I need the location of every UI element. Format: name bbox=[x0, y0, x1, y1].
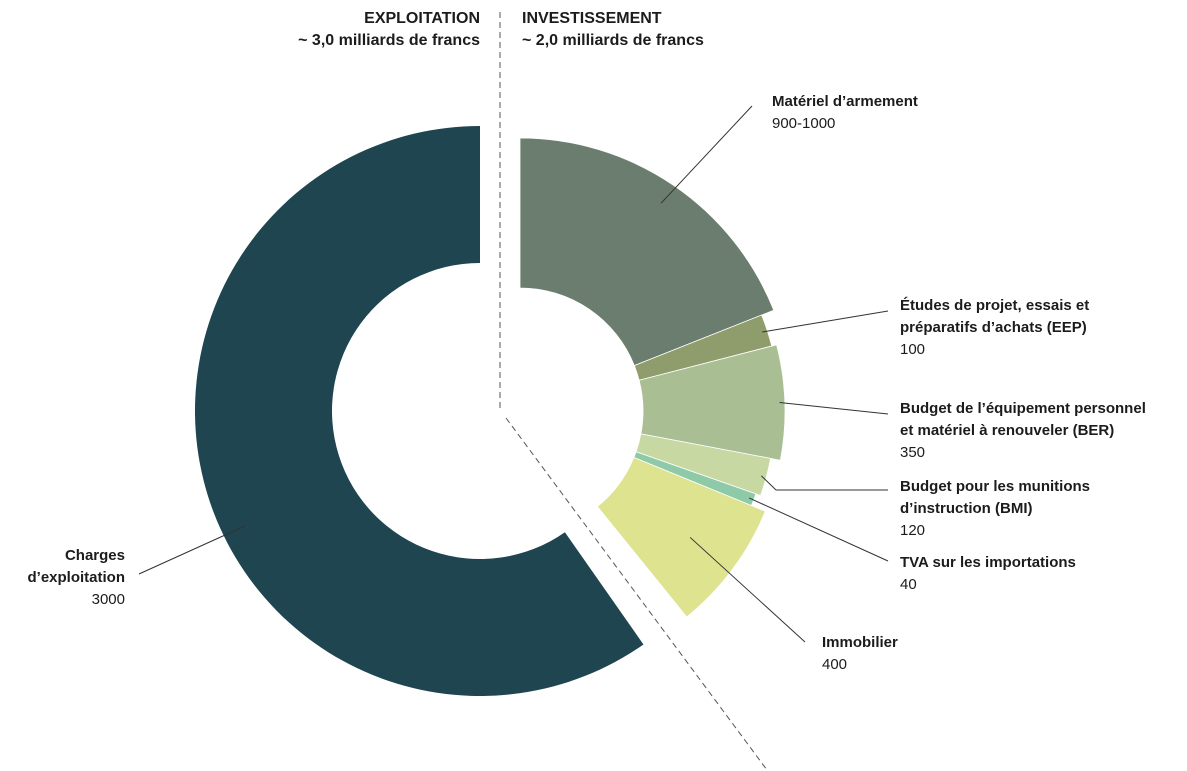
label-name: TVA sur les importations bbox=[900, 554, 1076, 571]
investissement-total: ~ 2,0 milliards de francs bbox=[522, 32, 704, 49]
label-value: 3000 bbox=[91, 591, 125, 608]
investissement-title: INVESTISSEMENT bbox=[522, 10, 662, 27]
label-name: préparatifs d’achats (EEP) bbox=[900, 319, 1087, 336]
label-name: Charges bbox=[64, 547, 125, 564]
slice-ber bbox=[638, 344, 786, 461]
leader-line-bmi-a bbox=[761, 475, 777, 491]
label-value: 350 bbox=[900, 444, 926, 461]
label-materiel-armement: Matériel d’armement 900-1000 bbox=[772, 91, 918, 135]
leader-line-immobilier bbox=[689, 537, 806, 643]
slice-charges-exploitation bbox=[194, 126, 644, 696]
leader-line-eep bbox=[762, 310, 889, 333]
leader-line-charges-exploitation bbox=[138, 525, 246, 575]
label-value: 40 bbox=[900, 576, 917, 593]
slice-immobilier bbox=[596, 457, 766, 618]
label-value: 900-1000 bbox=[772, 115, 836, 132]
label-eep: Études de projet, essais et préparatifs … bbox=[900, 295, 1089, 361]
label-name: Budget pour les munitions bbox=[900, 478, 1090, 495]
label-charges-exploitation: Charges d’exploitation 3000 bbox=[28, 545, 126, 611]
investissement-header: INVESTISSEMENT ~ 2,0 milliards de francs bbox=[522, 8, 704, 52]
leader-lines bbox=[138, 105, 889, 643]
label-name: et matériel à renouveler (BER) bbox=[900, 422, 1115, 439]
separator-line-diagonal bbox=[505, 417, 768, 771]
label-name: d’exploitation bbox=[27, 569, 126, 586]
donut-slices bbox=[194, 126, 786, 696]
leader-line-ber bbox=[779, 402, 889, 415]
separator-lines bbox=[499, 12, 768, 771]
label-name: Matériel d’armement bbox=[772, 93, 918, 110]
label-name: Immobilier bbox=[822, 634, 898, 651]
label-tva: TVA sur les importations 40 bbox=[900, 552, 1076, 596]
label-name: Budget de l’équipement personnel bbox=[900, 400, 1146, 417]
label-value: 120 bbox=[900, 522, 926, 539]
label-value: 100 bbox=[900, 341, 926, 358]
label-ber: Budget de l’équipement personnel et maté… bbox=[900, 398, 1146, 464]
label-name: Études de projet, essais et bbox=[900, 297, 1090, 314]
exploitation-header: EXPLOITATION ~ 3,0 milliards de francs bbox=[298, 8, 480, 52]
slice-materiel-armement bbox=[519, 137, 775, 367]
label-immobilier: Immobilier 400 bbox=[822, 632, 898, 676]
label-value: 400 bbox=[822, 656, 848, 673]
leader-line-tva bbox=[748, 497, 889, 562]
exploitation-title: EXPLOITATION bbox=[364, 10, 480, 27]
label-bmi: Budget pour les munitions d’instruction … bbox=[900, 476, 1090, 542]
label-name: d’instruction (BMI) bbox=[900, 500, 1033, 517]
leader-line-materiel-armement bbox=[660, 105, 753, 204]
exploitation-total: ~ 3,0 milliards de francs bbox=[298, 32, 480, 49]
